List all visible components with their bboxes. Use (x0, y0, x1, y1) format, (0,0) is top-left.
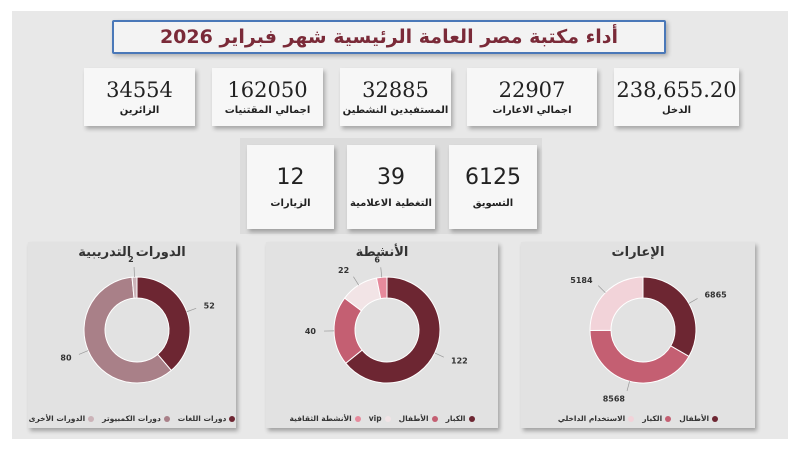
legend-swatch (431, 415, 438, 422)
legend-swatch (354, 415, 361, 422)
kpi-value: 12 (276, 165, 305, 190)
legend-label: دورات الكمبيوتر (102, 414, 161, 423)
chart-card-courses: الدورات التدريبية 52 80 2 دورات اللغات دورا… (28, 242, 236, 428)
kpi-value: 6125 (465, 165, 521, 190)
kpi-marketing: 6125 التسويق (449, 145, 537, 229)
legend-label: vip (368, 414, 382, 423)
donut-slice (589, 276, 644, 331)
donut-slice (589, 329, 690, 384)
legend-item: دورات اللغات (178, 414, 236, 423)
legend-item: الدورات الأخرى (29, 414, 95, 423)
kpi-label: اجمالي الاعارات (492, 105, 572, 116)
donut-slice (375, 276, 388, 300)
label-leader-line (626, 381, 630, 392)
legend-item: vip (369, 414, 391, 423)
donut-slice (136, 276, 191, 372)
legend-label: الاستخدام الداخلي (557, 414, 626, 423)
label-leader-line (78, 350, 89, 355)
legend-label: دورات اللغات (177, 414, 227, 423)
legend-swatch (384, 415, 391, 422)
chart-card-activities: الأنشطة 122 40 22 6 الكبار الأطفال vip الأنشطة… (266, 242, 498, 428)
chart-title: الدورات التدريبية (78, 245, 186, 260)
chart-title: الإعارات (611, 245, 665, 260)
data-label: 8568 (603, 395, 626, 404)
legend-label: الدورات الأخرى (28, 414, 86, 423)
chart-legend: الأطفال الكبار الاستخدام الداخلي (521, 414, 755, 423)
chart-legend: الكبار الأطفال vip الأنشطة الثقافية (266, 414, 498, 423)
kpi-value: 22907 (498, 78, 566, 102)
dashboard-title: أداء مكتبة مصر العامة الرئيسية شهر فبراي… (112, 20, 666, 54)
data-label: 40 (305, 327, 317, 336)
donut-chart-courses: 52 80 2 (60, 255, 215, 384)
data-label: 6865 (704, 290, 727, 299)
legend-label: الكبار (642, 414, 663, 423)
donut-chart-activities: 122 40 22 6 (305, 255, 468, 384)
legend-label: الكبار (445, 414, 466, 423)
legend-swatch (712, 415, 719, 422)
legend-item: دورات الكمبيوتر (102, 414, 170, 423)
legend-label: الأنشطة الثقافية (289, 414, 352, 423)
kpi-label: التغطية الاعلامية (350, 198, 432, 209)
legend-swatch (163, 415, 170, 422)
label-leader-line (353, 276, 360, 286)
kpi-holdings: 162050 اجمالي المقتنيات (212, 68, 323, 126)
data-label: 80 (60, 354, 72, 363)
kpi-loans: 22907 اجمالي الاعارات (467, 68, 597, 126)
kpi-value: 238,655.20 (616, 78, 737, 102)
donut-slice (83, 276, 172, 384)
kpi-income: 238,655.20 الدخل (614, 68, 739, 126)
legend-item: الاستخدام الداخلي (557, 414, 635, 423)
data-label: 6 (374, 255, 380, 264)
donut-slice (131, 276, 138, 299)
chart-legend: دورات اللغات دورات الكمبيوتر الدورات الأخر… (28, 414, 236, 423)
donut-slice (642, 276, 697, 358)
legend-swatch (665, 415, 672, 422)
donut-slice (345, 276, 441, 384)
kpi-value: 39 (377, 165, 405, 190)
legend-swatch (88, 415, 95, 422)
data-label: 122 (451, 357, 468, 366)
kpi-label: المستفيدين النشطين (342, 105, 449, 116)
kpi-label: الدخل (661, 105, 692, 116)
kpi-label: اجمالي المقتنيات (224, 105, 311, 116)
kpi-label: الزيارات (270, 198, 311, 209)
chart-card-loans: الإعارات 6865 8568 5184 الأطفال الكبار الاست… (521, 242, 755, 428)
legend-label: الأطفال (679, 414, 710, 423)
data-label: 22 (338, 266, 349, 275)
kpi-active-members: 32885 المستفيدين النشطين (340, 68, 451, 126)
legend-item: الكبار (446, 414, 475, 423)
legend-label: الأطفال (398, 414, 429, 423)
data-label: 2 (128, 255, 134, 264)
kpi-value: 34554 (106, 78, 173, 102)
kpi-label: التسويق (472, 198, 514, 209)
label-leader-line (380, 267, 383, 278)
data-label: 5184 (570, 276, 593, 285)
donut-chart-loans: 6865 8568 5184 (570, 276, 727, 404)
chart-title: الأنشطة (355, 245, 409, 260)
label-leader-line (688, 298, 698, 304)
legend-item: الأطفال (679, 414, 719, 423)
kpi-label: الزائرين (119, 105, 160, 116)
legend-swatch (229, 415, 236, 422)
legend-swatch (628, 415, 635, 422)
legend-item: الكبار (642, 414, 672, 423)
legend-swatch (468, 415, 475, 422)
kpi-media-coverage: 39 التغطية الاعلامية (347, 145, 435, 229)
kpi-value: 162050 (227, 78, 308, 102)
kpi-visits: 12 الزيارات (247, 145, 334, 229)
legend-item: الأطفال (399, 414, 438, 423)
label-leader-line (434, 352, 444, 358)
kpi-visitors: 34554 الزائرين (84, 68, 195, 126)
kpi-value: 32885 (362, 78, 429, 102)
data-label: 52 (204, 302, 215, 311)
label-leader-line (186, 307, 197, 313)
legend-item: الأنشطة الثقافية (290, 414, 361, 423)
label-leader-line (598, 285, 606, 293)
